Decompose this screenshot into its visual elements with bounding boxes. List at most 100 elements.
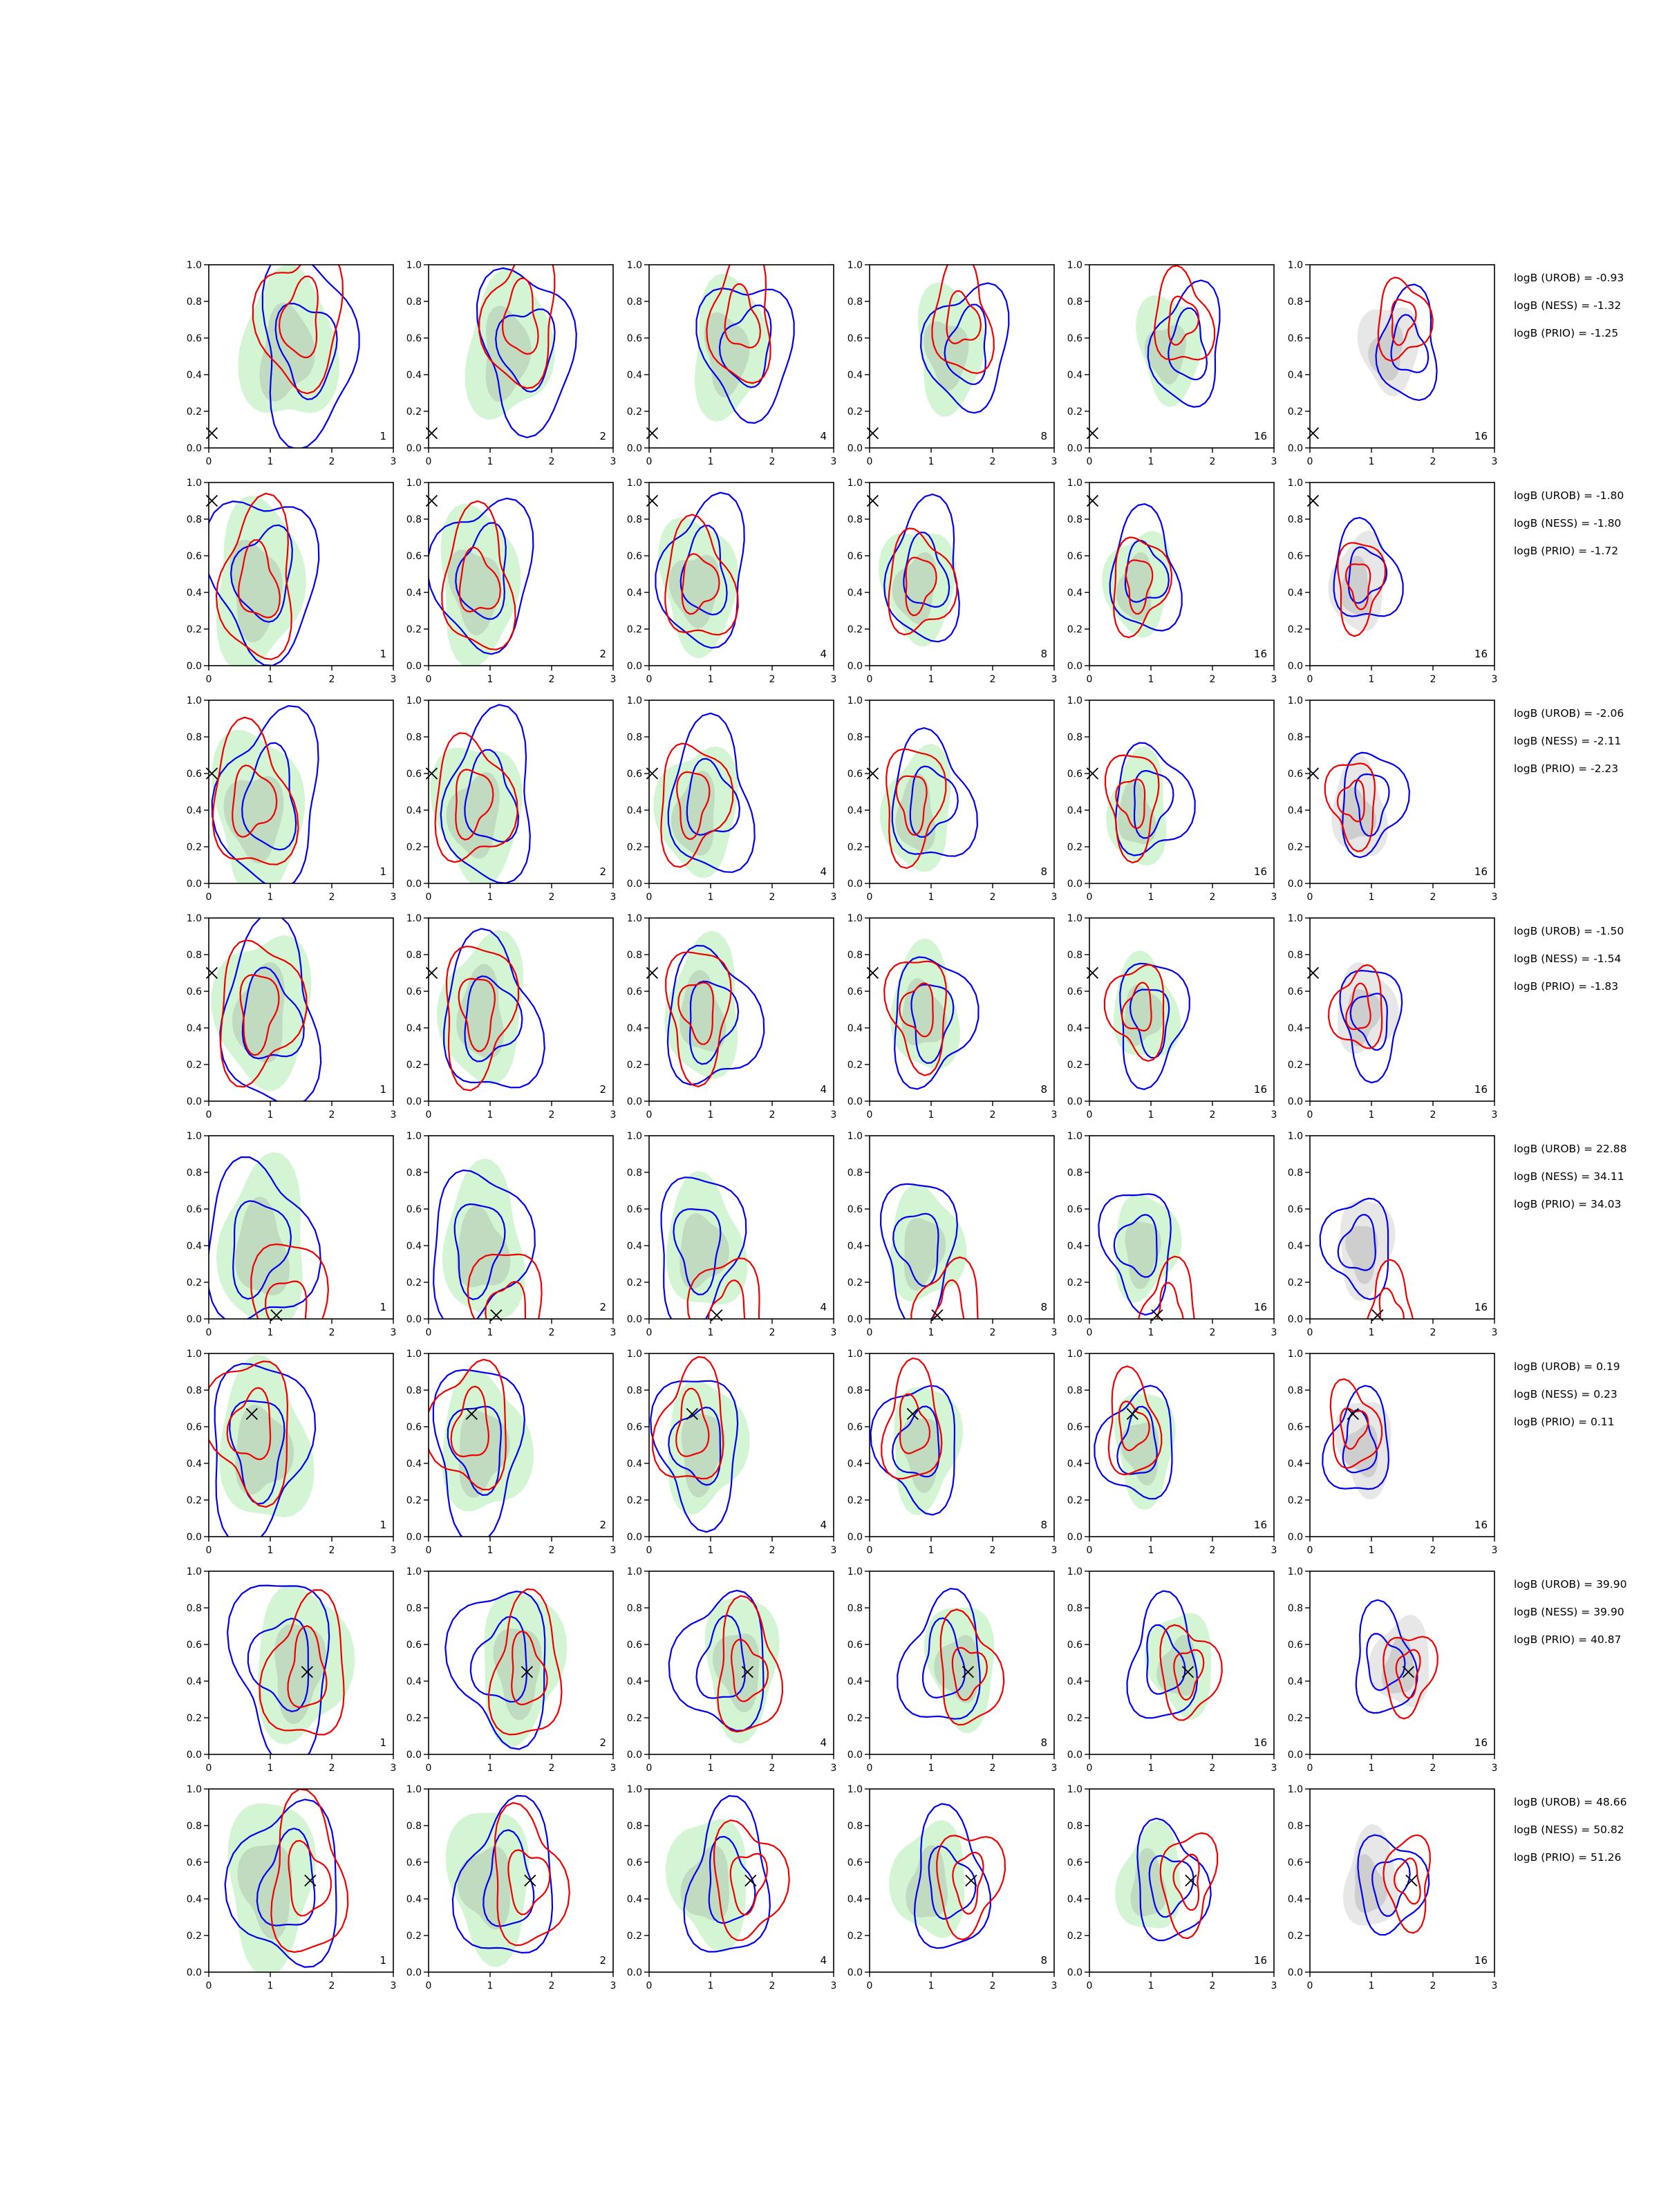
panel-sample-label: 4 xyxy=(820,1519,827,1531)
y-tick-label: 0.2 xyxy=(187,406,202,418)
blue-contour-2 xyxy=(1354,773,1390,837)
panel-r4-c1: 0 1 2 3 0.0 0.2 0.4 0.6 0.8 1.0 1 xyxy=(187,913,397,1121)
y-tick-label: 0.0 xyxy=(1067,879,1082,890)
logB-annotations: logB (UROB) = 39.90 logB (NESS) = 39.90 lo… xyxy=(1514,1578,1627,1646)
x-tick-label: 2 xyxy=(549,1763,555,1774)
y-tick-label: 0.6 xyxy=(187,1204,202,1215)
density-fill-inner xyxy=(274,1624,327,1725)
density-fill-inner xyxy=(934,1635,979,1704)
y-tick-label: 1.0 xyxy=(1288,1784,1303,1795)
x-tick-label: 1 xyxy=(487,674,494,685)
panel-sample-label: 16 xyxy=(1474,1301,1488,1313)
x-tick-label: 0 xyxy=(426,1109,432,1121)
panel-sample-label: 1 xyxy=(379,1954,386,1967)
y-tick-label: 0.2 xyxy=(627,1495,642,1506)
y-tick-label: 0.0 xyxy=(187,1532,202,1543)
red-contour-2 xyxy=(729,1853,769,1916)
x-tick-label: 0 xyxy=(867,892,873,903)
density-fill-outer xyxy=(658,517,739,659)
true-value-marker xyxy=(1086,494,1099,507)
y-tick-label: 1.0 xyxy=(627,913,642,924)
y-tick-label: 0.8 xyxy=(847,950,863,961)
y-tick-label: 1.0 xyxy=(187,913,202,924)
true-value-marker xyxy=(866,427,879,440)
y-tick-label: 1.0 xyxy=(406,478,422,489)
blue-contour-2 xyxy=(1116,1405,1158,1475)
y-tick-label: 0.8 xyxy=(627,1821,642,1832)
blue-contour-2 xyxy=(1337,1214,1376,1271)
y-tick-label: 0.2 xyxy=(187,1713,202,1724)
x-tick-label: 1 xyxy=(708,1545,714,1556)
red-contour-2 xyxy=(730,1638,769,1703)
logB-label-2: logB (NESS) = 34.11 xyxy=(1514,1170,1624,1183)
y-tick-label: 0.6 xyxy=(1067,333,1082,344)
panel-frame xyxy=(428,482,614,666)
panel-frame xyxy=(1309,1135,1495,1320)
y-tick-label: 0.4 xyxy=(187,1676,202,1687)
panel-r7-c6: 0 1 2 3 0.0 0.2 0.4 0.6 0.8 1.0 16 xyxy=(1288,1566,1498,1774)
blue-contour-1 xyxy=(1319,1197,1389,1300)
y-tick-label: 0.4 xyxy=(847,1894,863,1905)
y-tick-label: 0.4 xyxy=(1067,1459,1082,1470)
y-tick-label: 0.6 xyxy=(627,1422,642,1433)
y-tick-label: 0.0 xyxy=(187,443,202,454)
x-tick-label: 0 xyxy=(426,892,432,903)
y-tick-label: 0.2 xyxy=(406,1060,422,1071)
y-tick-label: 1.0 xyxy=(1067,1566,1082,1577)
blue-contour-1 xyxy=(1147,279,1221,408)
x-tick-label: 0 xyxy=(426,1327,432,1338)
y-tick-label: 0.6 xyxy=(1067,551,1082,562)
x-tick-label: 2 xyxy=(549,1980,555,1991)
x-tick-label: 3 xyxy=(610,456,617,467)
red-contour-1 xyxy=(660,742,734,868)
red-contour-1 xyxy=(209,1360,289,1508)
logB-label-1: logB (UROB) = -1.80 xyxy=(1514,489,1624,502)
x-tick-label: 0 xyxy=(646,1327,653,1338)
y-tick-label: 0.2 xyxy=(406,1931,422,1942)
y-tick-label: 0.4 xyxy=(1067,805,1082,816)
y-tick-label: 1.0 xyxy=(627,1566,642,1577)
y-tick-label: 0.0 xyxy=(627,1967,642,1978)
density-fill-outer xyxy=(880,743,951,872)
panel-frame xyxy=(208,482,394,666)
y-tick-label: 1.0 xyxy=(1067,913,1082,924)
x-tick-label: 0 xyxy=(1307,892,1313,903)
y-tick-label: 0.6 xyxy=(1288,551,1303,562)
y-tick-label: 0.4 xyxy=(1288,1459,1303,1470)
panel-sample-label: 8 xyxy=(1040,865,1047,878)
x-tick-label: 1 xyxy=(708,1763,714,1774)
y-tick-label: 0.0 xyxy=(627,1096,642,1107)
x-tick-label: 0 xyxy=(206,674,212,685)
y-tick-label: 0.0 xyxy=(187,661,202,672)
row-1: 0 1 2 30.00.20.40.60.81.010 1 2 30.00.20.40.60… xyxy=(187,260,1624,467)
panel-frame xyxy=(428,917,614,1102)
y-tick-label: 0.6 xyxy=(1288,1640,1303,1651)
true-value-marker xyxy=(1086,767,1099,780)
x-tick-label: 0 xyxy=(206,456,212,467)
y-tick-label: 0.8 xyxy=(1067,514,1082,525)
y-tick-label: 0.0 xyxy=(1288,1314,1303,1325)
density-fill-outer xyxy=(1102,531,1171,638)
y-tick-label: 1.0 xyxy=(1067,260,1082,271)
x-tick-label: 2 xyxy=(1210,892,1216,903)
density-fill-outer xyxy=(227,1803,317,1972)
red-contour-2 xyxy=(1378,1287,1405,1319)
x-tick-label: 2 xyxy=(769,1980,776,1991)
red-contour-2 xyxy=(1115,778,1146,830)
density-fill-inner xyxy=(679,970,727,1051)
red-contour-2 xyxy=(226,1387,272,1461)
y-tick-label: 0.6 xyxy=(187,986,202,997)
x-tick-label: 0 xyxy=(1307,1327,1313,1338)
x-tick-label: 3 xyxy=(1051,1980,1058,1991)
red-contour-1 xyxy=(664,514,739,636)
x-tick-label: 1 xyxy=(928,456,935,467)
panel-r2-c5: 0 1 2 3 0.0 0.2 0.4 0.6 0.8 1.0 16 xyxy=(1067,478,1277,685)
x-tick-label: 1 xyxy=(1369,892,1375,903)
blue-contour-1 xyxy=(879,1183,959,1319)
y-tick-label: 0.0 xyxy=(1288,1532,1303,1543)
y-tick-label: 0.4 xyxy=(187,805,202,816)
density-fill-inner xyxy=(1340,556,1373,617)
x-tick-label: 1 xyxy=(708,1980,714,1991)
panel-frame xyxy=(1089,700,1275,884)
